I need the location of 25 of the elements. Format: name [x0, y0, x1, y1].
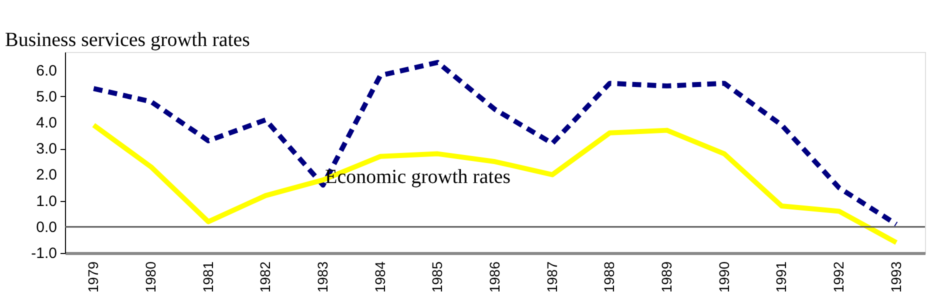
series-label: Economic growth rates — [325, 166, 511, 188]
x-tick-label: 1989 — [658, 261, 674, 293]
x-tick-label: 1990 — [716, 261, 732, 293]
x-tick-label: 1992 — [830, 261, 846, 293]
x-tick-label: 1991 — [773, 261, 790, 293]
y-tick-label: 1.0 — [36, 192, 57, 210]
y-tick-label: 4.0 — [36, 114, 57, 132]
text: Business services growth rates — [5, 29, 250, 51]
x-tick-label: 1987 — [544, 261, 560, 293]
x-tick-label: 1988 — [601, 261, 618, 293]
y-tick-label: 3.0 — [36, 140, 57, 158]
x-tick-label: 1981 — [200, 261, 216, 293]
x-tick-label: 1980 — [142, 261, 158, 293]
x-tick-label: 1984 — [372, 261, 388, 293]
y-tick-label: 0.0 — [36, 218, 57, 236]
x-tick-label: 1993 — [888, 261, 904, 293]
y-tick-label: -1.0 — [31, 245, 57, 262]
x-tick-label: 1982 — [257, 261, 274, 293]
x-tick-label: 1985 — [429, 261, 446, 293]
y-tick-label: 2.0 — [36, 166, 57, 184]
x-tick-label: 1983 — [314, 261, 330, 293]
x-tick-label: 1979 — [85, 261, 102, 293]
y-tick-label: 6.0 — [36, 62, 57, 80]
x-tick-label: 1986 — [486, 261, 502, 293]
y-tick-label: 5.0 — [36, 88, 57, 106]
